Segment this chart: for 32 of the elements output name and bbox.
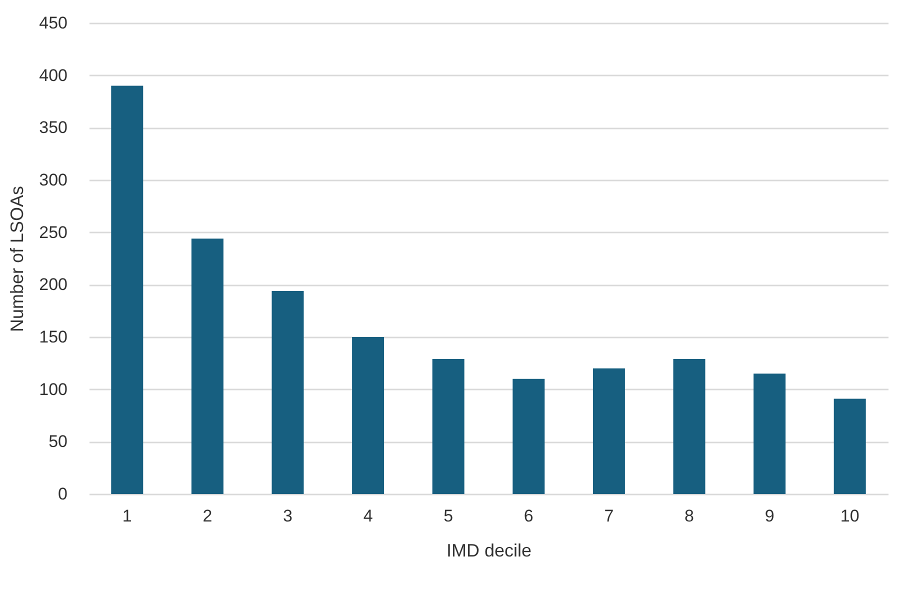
y-tick-label: 250: [39, 222, 68, 242]
y-axis-title: Number of LSOAs: [7, 186, 28, 332]
bar: [754, 374, 786, 494]
x-tick-label: 8: [684, 506, 694, 526]
y-tick-label: 100: [39, 380, 68, 399]
x-tick-label: 4: [363, 506, 373, 526]
y-tick-label: 450: [39, 14, 68, 32]
bar: [512, 378, 545, 494]
bar: [111, 86, 144, 494]
x-tick-label: 6: [524, 506, 534, 526]
y-tick-label: 150: [39, 328, 68, 346]
x-tick-label: 5: [444, 506, 454, 526]
y-tick-label: 400: [39, 66, 68, 85]
bar: [834, 398, 866, 494]
x-tick-label: 10: [840, 506, 860, 526]
y-tick-label: 300: [39, 170, 68, 190]
bar: [272, 290, 304, 494]
x-tick-label: 7: [604, 506, 614, 526]
x-tick-label: 2: [202, 506, 212, 526]
y-tick-label: 200: [39, 275, 68, 294]
bar: [592, 368, 625, 494]
x-tick-label: 1: [122, 506, 132, 526]
bar: [191, 238, 224, 494]
x-axis-title: IMD decile: [446, 540, 532, 560]
x-tick-label: 9: [764, 506, 774, 526]
bar: [673, 358, 706, 494]
bar: [352, 337, 384, 494]
y-tick-label: 0: [58, 484, 68, 504]
bar: [432, 358, 464, 494]
x-tick-label: 3: [283, 506, 292, 526]
y-tick-label: 50: [48, 432, 68, 452]
y-tick-label: 350: [39, 118, 68, 138]
